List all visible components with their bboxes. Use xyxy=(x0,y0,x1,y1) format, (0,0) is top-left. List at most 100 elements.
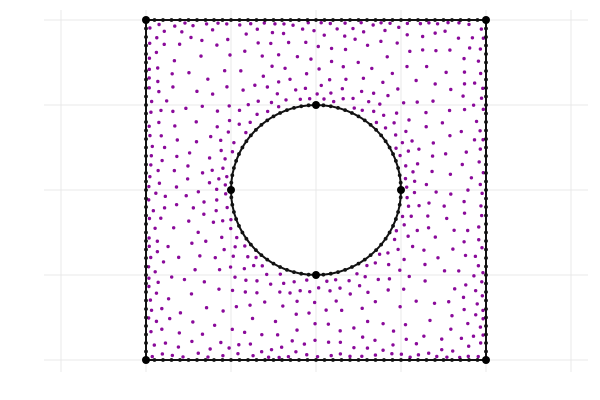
interior-point xyxy=(479,147,482,150)
interior-point xyxy=(305,353,308,356)
interior-point xyxy=(406,234,409,237)
square-boundary-node xyxy=(178,358,182,362)
interior-point xyxy=(213,324,216,327)
interior-point xyxy=(360,307,363,310)
interior-point xyxy=(362,30,365,33)
square-boundary-node xyxy=(144,350,148,354)
circle-boundary-node xyxy=(396,210,400,214)
square-boundary-node xyxy=(484,205,488,209)
interior-point xyxy=(241,88,244,91)
interior-point xyxy=(212,221,215,224)
circle-boundary-node xyxy=(329,272,333,276)
interior-point xyxy=(157,121,160,124)
circle-cardinal-marker xyxy=(397,186,405,194)
interior-point xyxy=(470,176,473,179)
interior-point xyxy=(445,217,448,220)
interior-point xyxy=(278,290,281,293)
interior-point xyxy=(433,82,436,85)
square-boundary-node xyxy=(280,18,284,22)
square-boundary-node xyxy=(484,239,488,243)
square-boundary-node xyxy=(144,171,148,175)
interior-point xyxy=(481,271,484,274)
circle-boundary-node xyxy=(249,133,253,137)
circle-boundary-node xyxy=(229,181,233,185)
interior-point xyxy=(477,238,480,241)
interior-point xyxy=(288,78,291,81)
square-boundary-node xyxy=(425,358,429,362)
interior-point xyxy=(348,355,351,358)
interior-point xyxy=(220,236,223,239)
square-boundary-node xyxy=(297,358,301,362)
interior-point xyxy=(433,31,436,34)
circle-boundary-node xyxy=(398,173,402,177)
square-boundary-node xyxy=(331,18,335,22)
interior-point xyxy=(155,36,158,39)
square-boundary-node xyxy=(484,214,488,218)
interior-point xyxy=(479,341,482,344)
interior-point xyxy=(170,72,173,75)
interior-point xyxy=(405,196,408,199)
interior-point xyxy=(317,67,320,70)
square-boundary-node xyxy=(484,52,488,56)
interior-point xyxy=(328,289,331,292)
square-boundary-node xyxy=(144,86,148,90)
interior-point xyxy=(320,84,323,87)
interior-point xyxy=(206,355,209,358)
square-boundary-node xyxy=(144,214,148,218)
square-boundary-node xyxy=(280,358,284,362)
interior-point xyxy=(467,344,470,347)
interior-point xyxy=(435,355,438,358)
interior-point xyxy=(428,319,431,322)
circle-boundary-node xyxy=(336,270,340,274)
circle-boundary-node xyxy=(307,273,311,277)
interior-point xyxy=(431,154,434,157)
circle-boundary-node xyxy=(363,258,367,262)
interior-point xyxy=(332,100,335,103)
interior-point xyxy=(386,251,389,254)
interior-point xyxy=(335,299,338,302)
interior-point xyxy=(249,22,252,25)
square-boundary-node xyxy=(484,95,488,99)
interior-point xyxy=(327,322,330,325)
circle-boundary-node xyxy=(299,272,303,276)
interior-point xyxy=(407,204,410,207)
square-boundary-node xyxy=(484,112,488,116)
circle-boundary-node xyxy=(234,217,238,221)
interior-point xyxy=(295,328,298,331)
interior-point xyxy=(267,356,270,359)
interior-point xyxy=(388,277,391,280)
interior-point xyxy=(329,91,332,94)
interior-point xyxy=(214,256,217,259)
square-boundary-node xyxy=(459,18,463,22)
circle-boundary-node xyxy=(343,108,347,112)
circle-boundary-node xyxy=(336,106,340,110)
interior-point xyxy=(474,289,477,292)
circle-boundary-node xyxy=(254,248,258,252)
square-boundary-node xyxy=(144,256,148,260)
square-boundary-node xyxy=(450,18,454,22)
interior-point xyxy=(390,352,393,355)
interior-point xyxy=(449,327,452,330)
interior-point xyxy=(221,167,224,170)
circle-boundary-node xyxy=(396,166,400,170)
interior-point xyxy=(235,305,238,308)
square-boundary-node xyxy=(246,18,250,22)
interior-point xyxy=(247,103,250,106)
square-boundary-node xyxy=(144,78,148,82)
interior-point xyxy=(156,169,159,172)
interior-point xyxy=(477,59,480,62)
interior-point xyxy=(260,333,263,336)
interior-point xyxy=(157,23,160,26)
interior-point xyxy=(305,278,308,281)
interior-point xyxy=(156,240,159,243)
interior-point xyxy=(476,302,479,305)
interior-point xyxy=(343,34,346,37)
interior-point xyxy=(256,27,259,30)
square-boundary-node xyxy=(484,299,488,303)
interior-point xyxy=(149,111,152,114)
square-boundary-node xyxy=(484,222,488,226)
square-boundary-node xyxy=(323,358,327,362)
interior-point xyxy=(474,255,477,258)
circle-boundary-node xyxy=(249,243,253,247)
